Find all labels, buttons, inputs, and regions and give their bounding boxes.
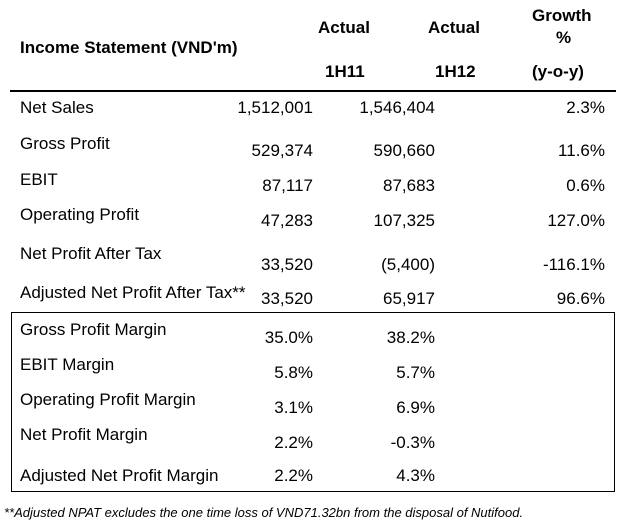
row-value-1h11: 87,117 [262, 176, 313, 195]
col-growth-header-line1: Growth [532, 6, 592, 25]
col-1h11-header-line1: Actual [318, 18, 370, 37]
row-value-growth: 2.3% [566, 98, 605, 117]
margins-box [11, 312, 615, 492]
margin-value-1h12: 4.3% [396, 466, 435, 485]
margin-value-1h11: 2.2% [274, 433, 313, 452]
row-value-growth: 11.6% [558, 141, 605, 160]
row-value-1h11: 33,520 [261, 289, 313, 308]
header-rule [10, 90, 616, 92]
row-value-1h11: 529,374 [251, 141, 313, 160]
margin-value-1h12: 5.7% [396, 363, 435, 382]
row-value-1h12: 107,325 [373, 211, 435, 230]
margin-value-1h11: 3.1% [274, 398, 313, 417]
row-label: EBIT [20, 170, 58, 189]
col-1h12-header-line2: 1H12 [435, 62, 476, 81]
margin-label: Gross Profit Margin [20, 320, 167, 339]
row-label: Operating Profit [20, 205, 140, 224]
row-label: Net Profit After Tax [20, 244, 162, 263]
row-value-growth: 96.6% [556, 289, 605, 308]
col-1h12-header-line1: Actual [428, 18, 480, 37]
row-value-growth: -116.1% [542, 255, 605, 274]
margin-label: Operating Profit Margin [20, 390, 196, 409]
row-value-1h11: 33,520 [261, 255, 313, 274]
row-value-1h12: 590,660 [373, 141, 435, 160]
row-value-1h11: 47,283 [261, 211, 313, 230]
row-value-1h12: 65,917 [383, 289, 435, 308]
margin-value-1h11: 5.8% [274, 363, 313, 382]
margin-label: EBIT Margin [20, 355, 115, 374]
footnote: **Adjusted NPAT excludes the one time lo… [4, 505, 524, 520]
row-label: Net Sales [20, 98, 94, 117]
margin-value-1h12: 38.2% [386, 328, 435, 347]
row-value-growth: 127.0% [547, 211, 605, 230]
col-growth-header-line3: (y-o-y) [532, 62, 584, 81]
row-value-1h11: 1,512,001 [237, 98, 313, 117]
margin-label: Adjusted Net Profit Margin [20, 466, 219, 485]
margin-value-1h12: 6.9% [396, 398, 435, 417]
col-growth-header-line2: % [556, 28, 572, 47]
row-label: Gross Profit [20, 134, 110, 153]
margin-value-1h11: 35.0% [264, 328, 313, 347]
margin-label: Net Profit Margin [20, 425, 148, 444]
row-value-growth: 0.6% [566, 176, 605, 195]
margin-value-1h12: -0.3% [390, 433, 435, 452]
col-1h11-header-line2: 1H11 [325, 62, 365, 81]
table-title: Income Statement (VND'm) [20, 38, 238, 57]
row-value-1h12: (5,400) [381, 255, 435, 274]
row-value-1h12: 1,546,404 [359, 98, 435, 117]
row-label: Adjusted Net Profit After Tax** [20, 283, 246, 302]
margin-value-1h11: 2.2% [274, 466, 313, 485]
row-value-1h12: 87,683 [383, 176, 435, 195]
